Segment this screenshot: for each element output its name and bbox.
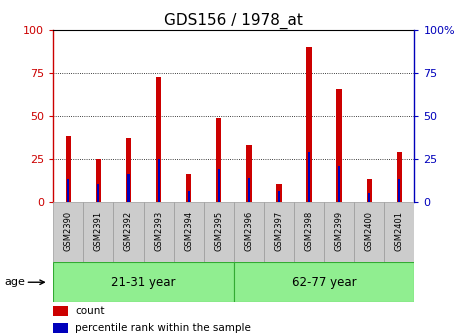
Bar — [83, 202, 113, 262]
Bar — [278, 191, 280, 202]
Bar — [66, 136, 71, 202]
Bar — [53, 306, 68, 316]
Bar — [53, 262, 234, 302]
Bar — [324, 202, 354, 262]
Text: 21-31 year: 21-31 year — [111, 276, 176, 289]
Bar — [204, 202, 234, 262]
Bar — [174, 202, 204, 262]
Bar — [276, 184, 282, 202]
Bar — [354, 202, 384, 262]
Bar — [53, 202, 83, 262]
Text: age: age — [5, 277, 25, 287]
Text: percentile rank within the sample: percentile rank within the sample — [75, 323, 251, 333]
Text: GSM2401: GSM2401 — [395, 211, 404, 251]
Bar — [127, 174, 130, 202]
Bar — [308, 152, 310, 202]
Text: GSM2394: GSM2394 — [184, 211, 193, 251]
Bar — [218, 169, 220, 202]
Text: GSM2395: GSM2395 — [214, 211, 223, 251]
Bar — [397, 152, 402, 202]
Bar — [67, 179, 69, 202]
Bar — [294, 202, 324, 262]
Text: GSM2398: GSM2398 — [305, 211, 313, 251]
Bar — [337, 88, 342, 202]
Bar — [338, 166, 340, 202]
Bar — [367, 179, 372, 202]
Text: GSM2392: GSM2392 — [124, 211, 133, 251]
Bar — [126, 138, 131, 202]
Bar — [384, 202, 414, 262]
Text: GSM2393: GSM2393 — [154, 211, 163, 251]
Bar — [307, 47, 312, 202]
Text: count: count — [75, 306, 105, 317]
Text: GSM2400: GSM2400 — [365, 211, 374, 251]
Bar — [156, 77, 161, 202]
Bar — [186, 174, 191, 202]
Bar — [264, 202, 294, 262]
Text: GSM2396: GSM2396 — [244, 211, 253, 251]
Bar — [97, 184, 100, 202]
Bar — [96, 159, 101, 202]
Bar — [188, 191, 190, 202]
Bar — [216, 118, 221, 202]
Text: GSM2391: GSM2391 — [94, 211, 103, 251]
Title: GDS156 / 1978_at: GDS156 / 1978_at — [164, 13, 303, 29]
Text: GSM2390: GSM2390 — [64, 211, 73, 251]
Bar — [368, 193, 370, 202]
Bar — [398, 179, 400, 202]
Text: GSM2397: GSM2397 — [275, 211, 283, 251]
Bar — [246, 145, 251, 202]
Bar — [157, 159, 160, 202]
Bar — [113, 202, 144, 262]
Bar — [234, 202, 264, 262]
Text: GSM2399: GSM2399 — [335, 211, 344, 251]
Bar — [234, 262, 414, 302]
Text: 62-77 year: 62-77 year — [292, 276, 357, 289]
Bar — [53, 323, 68, 333]
Bar — [144, 202, 174, 262]
Bar — [248, 178, 250, 202]
